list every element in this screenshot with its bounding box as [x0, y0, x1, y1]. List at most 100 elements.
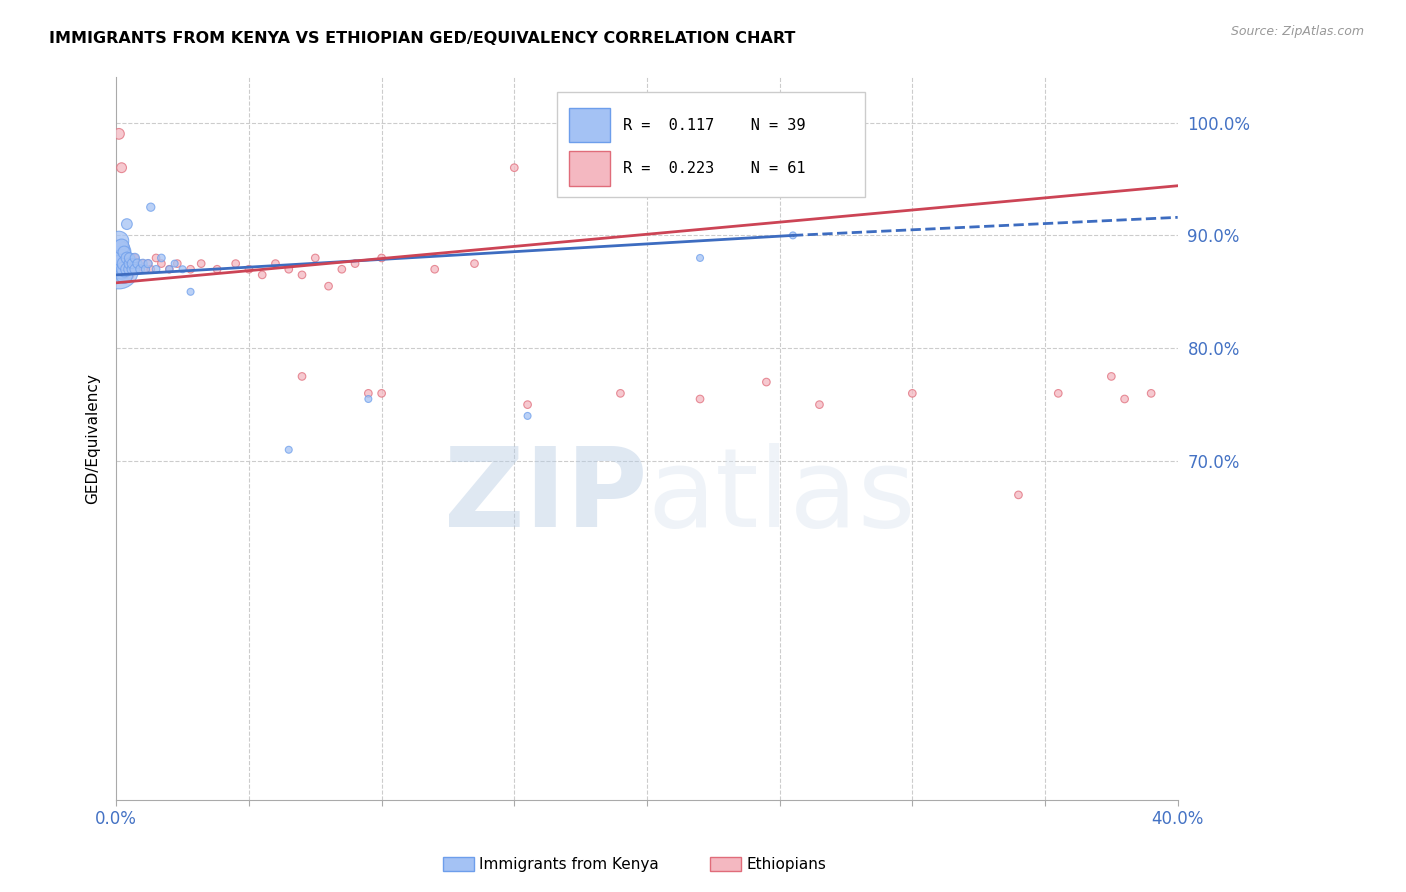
Point — [330, 262, 353, 277]
Point — [124, 251, 146, 265]
Point — [124, 262, 146, 277]
Point — [110, 262, 132, 277]
Point — [115, 257, 138, 271]
Point — [357, 386, 380, 401]
Point — [423, 262, 446, 277]
Point — [689, 251, 711, 265]
Text: IMMIGRANTS FROM KENYA VS ETHIOPIAN GED/EQUIVALENCY CORRELATION CHART: IMMIGRANTS FROM KENYA VS ETHIOPIAN GED/E… — [49, 31, 796, 46]
Point — [121, 251, 143, 265]
Point — [134, 262, 156, 277]
Point — [782, 228, 804, 243]
Point — [136, 257, 159, 271]
Point — [108, 245, 131, 260]
Point — [166, 257, 188, 271]
Point — [370, 386, 392, 401]
Point — [225, 257, 247, 271]
Text: Ethiopians: Ethiopians — [747, 857, 827, 871]
Point — [108, 251, 131, 265]
Point — [118, 257, 141, 271]
Point — [304, 251, 326, 265]
Point — [124, 251, 146, 265]
Point — [108, 253, 131, 268]
Point — [108, 257, 131, 271]
Point — [129, 262, 152, 277]
Point — [115, 262, 138, 277]
Point — [112, 268, 135, 282]
Point — [108, 262, 131, 277]
Point — [112, 240, 135, 254]
Point — [808, 398, 831, 412]
Point — [110, 251, 132, 265]
Point — [112, 251, 135, 265]
Text: ZIP: ZIP — [444, 442, 647, 549]
Point — [110, 251, 132, 265]
Point — [118, 251, 141, 265]
FancyBboxPatch shape — [557, 92, 865, 196]
Point — [238, 262, 260, 277]
Point — [127, 257, 149, 271]
Point — [190, 257, 212, 271]
FancyBboxPatch shape — [569, 108, 610, 143]
Text: Source: ZipAtlas.com: Source: ZipAtlas.com — [1230, 25, 1364, 38]
Point — [136, 257, 159, 271]
Point — [157, 262, 180, 277]
Point — [277, 442, 299, 457]
Point — [689, 392, 711, 406]
Point — [121, 257, 143, 271]
Point — [463, 257, 485, 271]
Point — [1099, 369, 1122, 384]
Point — [163, 257, 186, 271]
Point — [118, 257, 141, 271]
Point — [264, 257, 287, 271]
Point — [150, 251, 173, 265]
Point — [134, 262, 156, 277]
Point — [150, 257, 173, 271]
Point — [112, 245, 135, 260]
Point — [127, 262, 149, 277]
Point — [370, 251, 392, 265]
Point — [250, 268, 273, 282]
Point — [112, 257, 135, 271]
Point — [901, 386, 924, 401]
Point — [318, 279, 340, 293]
Point — [118, 262, 141, 277]
Text: R =  0.117    N = 39: R = 0.117 N = 39 — [623, 118, 806, 133]
Point — [145, 262, 167, 277]
Point — [127, 257, 149, 271]
Point — [110, 240, 132, 254]
Point — [609, 386, 631, 401]
Point — [180, 262, 202, 277]
Point — [277, 262, 299, 277]
Point — [1140, 386, 1163, 401]
Point — [121, 262, 143, 277]
Point — [516, 398, 538, 412]
Point — [503, 161, 526, 175]
FancyBboxPatch shape — [569, 151, 610, 186]
Point — [172, 262, 194, 277]
Point — [110, 161, 132, 175]
Point — [516, 409, 538, 423]
Text: R =  0.223    N = 61: R = 0.223 N = 61 — [623, 161, 806, 176]
Point — [755, 375, 778, 389]
Point — [124, 257, 146, 271]
Point — [1114, 392, 1136, 406]
Point — [132, 257, 155, 271]
Point — [108, 234, 131, 248]
Point — [139, 262, 162, 277]
Point — [115, 217, 138, 231]
Point — [110, 257, 132, 271]
Text: Immigrants from Kenya: Immigrants from Kenya — [479, 857, 659, 871]
Point — [291, 268, 314, 282]
Point — [145, 251, 167, 265]
Point — [112, 262, 135, 277]
Point — [291, 369, 314, 384]
Point — [118, 268, 141, 282]
Point — [1047, 386, 1070, 401]
Point — [115, 251, 138, 265]
Y-axis label: GED/Equivalency: GED/Equivalency — [86, 373, 100, 504]
Point — [205, 262, 228, 277]
Point — [157, 262, 180, 277]
Text: atlas: atlas — [647, 442, 915, 549]
Point — [132, 257, 155, 271]
Point — [121, 262, 143, 277]
